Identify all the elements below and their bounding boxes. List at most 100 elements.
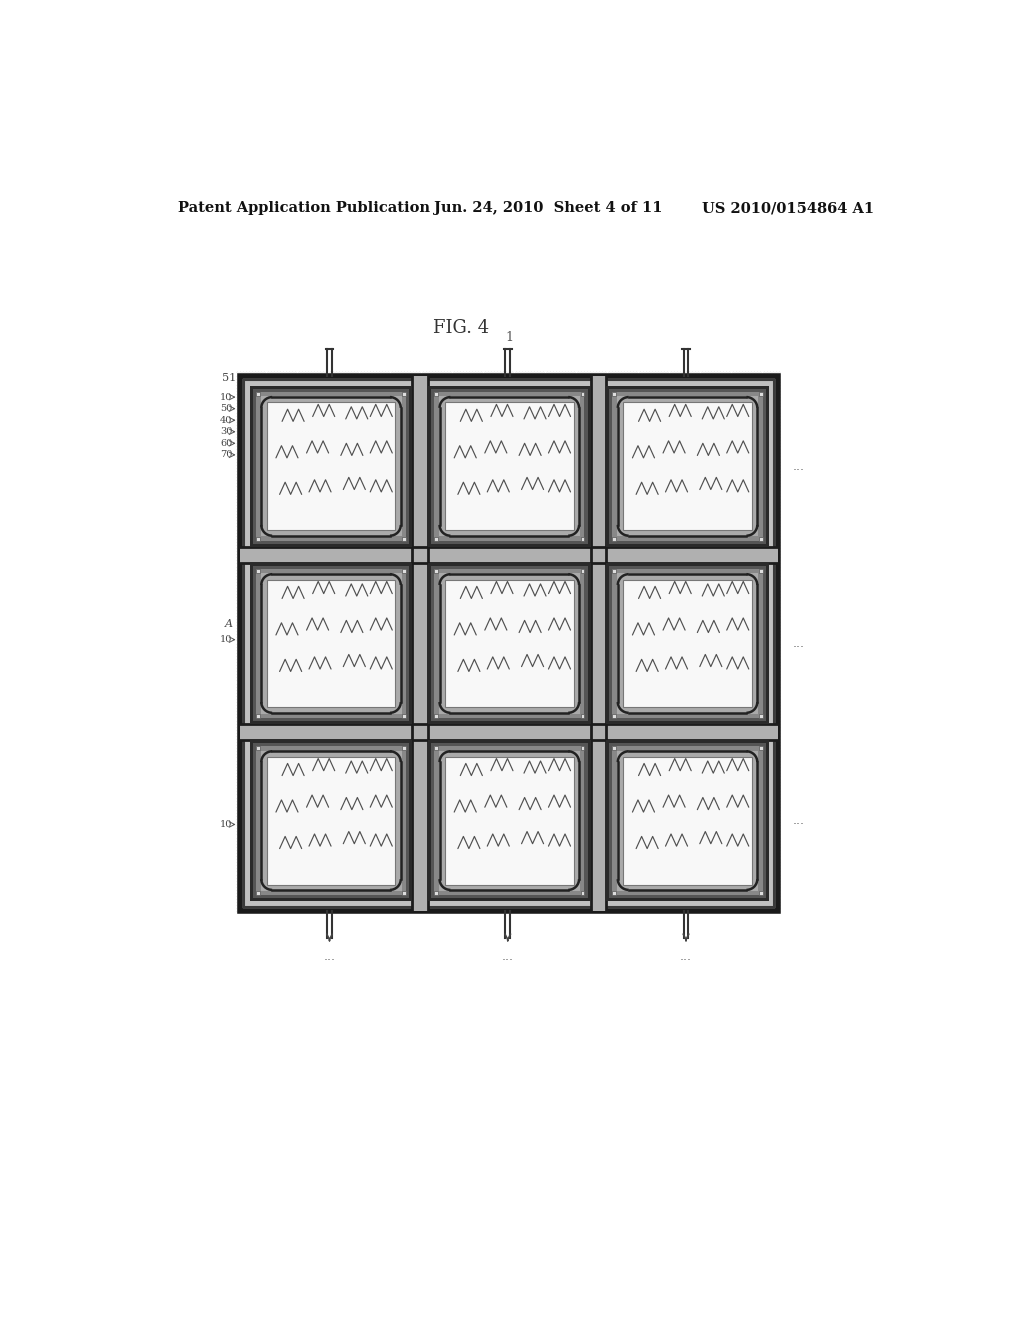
- Bar: [581, 392, 585, 396]
- Bar: [256, 392, 407, 541]
- Bar: [434, 569, 585, 718]
- Bar: [250, 385, 413, 548]
- Bar: [612, 891, 616, 895]
- Bar: [612, 746, 616, 750]
- Text: US 2010/0154864 A1: US 2010/0154864 A1: [701, 202, 873, 215]
- Bar: [624, 579, 752, 708]
- Bar: [759, 569, 763, 573]
- Bar: [434, 392, 438, 396]
- Bar: [434, 714, 438, 718]
- Text: 10: 10: [220, 820, 232, 829]
- Bar: [609, 743, 766, 899]
- Bar: [253, 388, 410, 544]
- Bar: [256, 891, 260, 895]
- Text: 51: 51: [222, 372, 237, 383]
- Bar: [612, 392, 616, 396]
- Bar: [445, 756, 573, 884]
- Text: ...: ...: [502, 950, 514, 964]
- Bar: [617, 751, 758, 891]
- Text: 10: 10: [220, 392, 232, 401]
- Text: Jun. 24, 2010  Sheet 4 of 11: Jun. 24, 2010 Sheet 4 of 11: [434, 202, 663, 215]
- Bar: [609, 388, 766, 544]
- Text: ...: ...: [793, 814, 804, 828]
- Text: 10: 10: [220, 635, 232, 644]
- Text: 70: 70: [220, 450, 232, 459]
- Bar: [431, 388, 588, 544]
- Bar: [445, 403, 573, 531]
- Bar: [591, 376, 606, 911]
- Bar: [253, 743, 410, 899]
- Text: ...: ...: [324, 950, 336, 964]
- Bar: [438, 751, 580, 891]
- Bar: [759, 537, 763, 541]
- Text: 1: 1: [505, 331, 513, 345]
- Text: ...: ...: [680, 950, 692, 964]
- Bar: [434, 392, 585, 541]
- Bar: [581, 746, 585, 750]
- Bar: [606, 562, 769, 725]
- Text: 50: 50: [220, 404, 232, 413]
- Bar: [612, 714, 616, 718]
- Bar: [581, 569, 585, 573]
- Bar: [253, 566, 410, 721]
- Bar: [434, 891, 438, 895]
- Bar: [612, 569, 763, 718]
- Bar: [402, 746, 407, 750]
- Bar: [624, 756, 752, 884]
- Text: 30: 30: [220, 428, 232, 436]
- Bar: [759, 392, 763, 396]
- Bar: [617, 396, 758, 536]
- Bar: [260, 573, 401, 714]
- Text: A: A: [224, 619, 232, 630]
- Bar: [402, 392, 407, 396]
- Bar: [431, 743, 588, 899]
- Bar: [612, 746, 763, 895]
- Bar: [612, 392, 763, 541]
- Bar: [413, 376, 428, 911]
- Bar: [581, 537, 585, 541]
- Bar: [256, 714, 260, 718]
- Bar: [256, 746, 260, 750]
- Bar: [438, 573, 580, 714]
- Bar: [606, 739, 769, 902]
- Bar: [266, 403, 395, 531]
- Bar: [428, 739, 591, 902]
- Bar: [260, 751, 401, 891]
- Bar: [250, 562, 413, 725]
- Bar: [428, 562, 591, 725]
- Bar: [445, 579, 573, 708]
- Bar: [434, 537, 438, 541]
- Bar: [256, 569, 260, 573]
- Bar: [434, 746, 585, 895]
- Bar: [256, 537, 260, 541]
- Bar: [617, 573, 758, 714]
- Bar: [759, 891, 763, 895]
- Bar: [431, 566, 588, 721]
- Bar: [606, 385, 769, 548]
- Text: 60: 60: [220, 438, 232, 447]
- Text: ...: ...: [793, 638, 804, 649]
- Text: Patent Application Publication: Patent Application Publication: [178, 202, 430, 215]
- Text: ...: ...: [793, 459, 804, 473]
- Bar: [609, 566, 766, 721]
- Bar: [266, 756, 395, 884]
- Bar: [402, 569, 407, 573]
- Bar: [434, 746, 438, 750]
- Bar: [241, 725, 778, 739]
- Bar: [428, 385, 591, 548]
- Bar: [250, 739, 413, 902]
- Bar: [402, 714, 407, 718]
- Bar: [241, 376, 778, 911]
- Bar: [402, 537, 407, 541]
- Bar: [241, 548, 778, 562]
- Bar: [256, 569, 407, 718]
- Bar: [581, 891, 585, 895]
- Bar: [245, 380, 774, 907]
- Text: FIG. 4: FIG. 4: [433, 319, 489, 337]
- Bar: [759, 746, 763, 750]
- Bar: [581, 714, 585, 718]
- Bar: [612, 569, 616, 573]
- Text: 40: 40: [220, 416, 232, 425]
- Bar: [260, 396, 401, 536]
- Bar: [612, 537, 616, 541]
